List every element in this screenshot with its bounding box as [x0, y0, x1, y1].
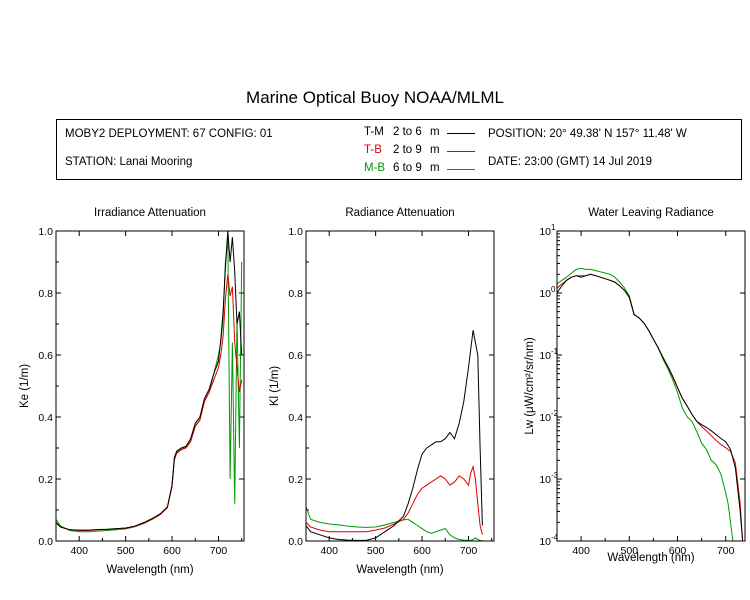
deployment-text: MOBY2 DEPLOYMENT: 67 CONFIG: 01	[65, 128, 273, 140]
series-line-tm	[56, 231, 243, 531]
y-axis-label: Lw (μW/cm²/sr/nm)	[524, 337, 536, 435]
y-tick-label: 0.6	[288, 350, 303, 362]
plot-frame	[305, 230, 495, 542]
station-text: STATION: Lanai Mooring	[65, 156, 193, 168]
chart-title: Radiance Attenuation	[345, 207, 454, 219]
y-tick-exponent: 1	[551, 223, 556, 232]
y-tick-label: 0.6	[38, 350, 53, 362]
y-tick-exponent: -1	[551, 347, 559, 356]
chart-title: Water Leaving Radiance	[588, 207, 714, 219]
y-axis-label: Ke (1/m)	[19, 364, 31, 408]
series-line-tb	[306, 464, 483, 535]
y-tick-label: 10	[539, 474, 551, 486]
series-line-mb	[557, 267, 734, 541]
y-tick-label: 0.0	[288, 536, 303, 548]
legend-unit-tm: m	[430, 126, 440, 138]
x-tick-label: 600	[163, 545, 181, 557]
y-tick-label: 0.2	[288, 474, 303, 486]
x-tick-label: 500	[621, 545, 639, 557]
chart-title: Irradiance Attenuation	[94, 207, 206, 219]
legend-range-tm: 2 to 6	[393, 126, 422, 138]
x-axis-label: Wavelength (nm)	[356, 564, 443, 576]
legend-line-tm	[447, 133, 475, 134]
x-tick-label: 700	[717, 545, 735, 557]
series-line-tm	[306, 330, 483, 541]
legend-line-tb	[447, 151, 475, 152]
x-tick-label: 400	[572, 545, 590, 557]
y-tick-exponent: -3	[551, 471, 559, 480]
plot-frame	[556, 230, 746, 542]
legend-unit-mb: m	[430, 162, 440, 174]
y-tick-label: 0.8	[288, 288, 303, 300]
y-tick-label: 10	[539, 226, 551, 238]
y-tick-label: 10	[539, 536, 551, 548]
plot-frame	[55, 230, 245, 542]
legend-code-tm: T-M	[364, 126, 384, 138]
y-tick-label: 0.0	[38, 536, 53, 548]
y-tick-label: 1.0	[38, 226, 53, 238]
series-line-mb	[306, 506, 483, 541]
series-line-tb	[557, 273, 744, 541]
y-tick-exponent: 0	[551, 285, 556, 294]
x-axis-label: Wavelength (nm)	[607, 552, 694, 564]
page-title: Marine Optical Buoy NOAA/MLML	[246, 88, 504, 107]
info-box: MOBY2 DEPLOYMENT: 67 CONFIG: 01 STATION:…	[56, 119, 742, 180]
y-tick-exponent: -4	[551, 533, 559, 542]
x-tick-label: 500	[367, 545, 385, 557]
date-text: DATE: 23:00 (GMT) 14 Jul 2019	[488, 156, 653, 168]
legend-code-mb: M-B	[364, 162, 386, 174]
y-tick-label: 10	[539, 288, 551, 300]
series-line-mb	[56, 237, 243, 533]
x-tick-label: 400	[320, 545, 338, 557]
legend-range-tb: 2 to 9	[393, 144, 422, 156]
x-tick-label: 600	[413, 545, 431, 557]
legend-code-tb: T-B	[364, 144, 382, 156]
x-tick-label: 500	[117, 545, 135, 557]
y-tick-label: 1.0	[288, 226, 303, 238]
y-axis-label: Kl (1/m)	[269, 366, 281, 406]
x-tick-label: 700	[210, 545, 228, 557]
x-tick-label: 700	[460, 545, 478, 557]
position-text: POSITION: 20° 49.38' N 157° 11.48' W	[488, 128, 687, 140]
x-tick-label: 600	[669, 545, 687, 557]
y-tick-label: 0.2	[38, 474, 53, 486]
x-axis-label: Wavelength (nm)	[106, 564, 193, 576]
chart-panel-1: Radiance Attenuation 400 500 600 700 0.0 0.2 0.…	[269, 207, 495, 576]
legend-unit-tb: m	[430, 144, 440, 156]
legend-range-mb: 6 to 9	[393, 162, 422, 174]
legend-line-mb	[447, 169, 475, 170]
y-tick-label: 0.4	[288, 412, 303, 424]
series-line-tm	[557, 273, 744, 541]
y-tick-label: 0.8	[38, 288, 53, 300]
y-tick-label: 10	[539, 350, 551, 362]
series-line-tb	[56, 274, 243, 531]
y-tick-label: 0.4	[38, 412, 53, 424]
x-tick-label: 400	[70, 545, 88, 557]
y-tick-exponent: -2	[551, 409, 559, 418]
y-tick-label: 10	[539, 412, 551, 424]
chart-panel-0: Irradiance Attenuation 400 500 600 700 0.0 0.2…	[19, 207, 245, 576]
